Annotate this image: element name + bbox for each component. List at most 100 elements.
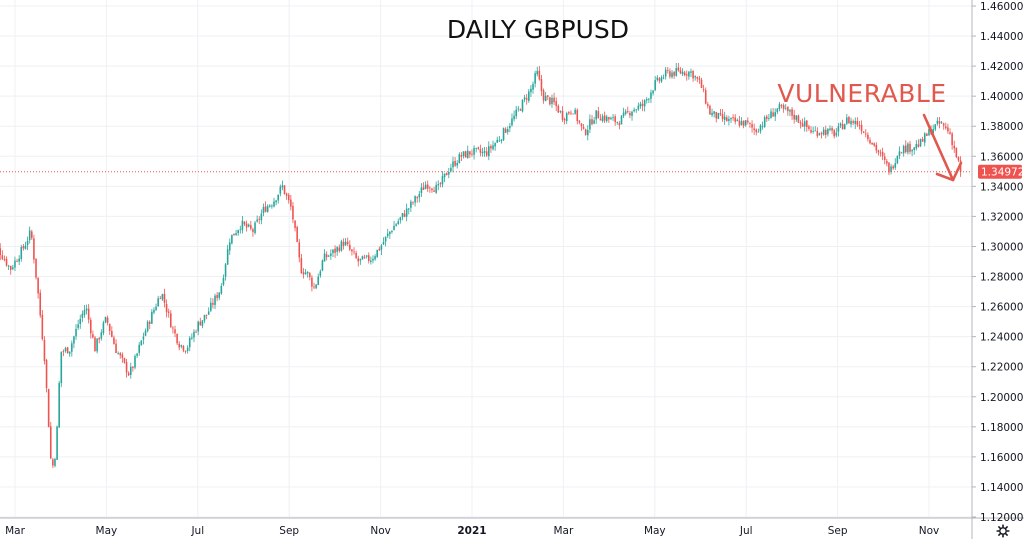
candle-body — [694, 76, 696, 78]
candle-body — [113, 337, 115, 345]
candle-body — [108, 323, 111, 332]
candle-body — [435, 185, 437, 193]
candle-body — [702, 89, 705, 90]
candle-body — [667, 70, 669, 71]
y-tick-label: 1.42000 — [980, 61, 1023, 73]
candle-body — [519, 109, 522, 111]
candle-body — [277, 194, 280, 201]
candle-body — [787, 106, 789, 112]
candles — [0, 62, 962, 469]
candle-body — [677, 67, 680, 71]
candle-body — [138, 344, 141, 353]
y-tick-label: 1.24000 — [980, 332, 1023, 344]
candle-body — [22, 246, 25, 249]
candle-body — [378, 248, 381, 251]
candle-body — [675, 68, 678, 76]
candle-body — [715, 112, 718, 119]
candle-body — [892, 166, 894, 169]
candle-body — [648, 98, 650, 100]
candle-body — [799, 122, 802, 124]
candle-body — [599, 118, 602, 121]
candle-body — [904, 145, 907, 153]
candle-body — [325, 254, 328, 258]
candle-body — [73, 336, 75, 344]
candle-body — [469, 151, 471, 155]
candle-body — [60, 351, 63, 384]
candle-body — [100, 332, 103, 339]
y-tick-label: 1.36000 — [980, 151, 1023, 163]
candle-body — [755, 129, 758, 133]
candle-body — [313, 286, 315, 288]
y-tick-label: 1.46000 — [980, 1, 1023, 13]
candle-body — [361, 256, 364, 260]
candle-body — [557, 105, 560, 113]
candle-body — [757, 131, 760, 133]
candle-body — [784, 107, 787, 109]
candle-body — [862, 131, 865, 133]
candle-body — [824, 129, 827, 135]
candle-body — [601, 116, 604, 122]
candle-body — [83, 310, 86, 315]
candle-body — [111, 330, 113, 337]
candle-body — [464, 151, 467, 158]
candle-body — [801, 123, 804, 127]
candle-body — [214, 295, 216, 305]
candle-body — [797, 115, 800, 123]
candle-body — [136, 353, 138, 356]
candle-body — [266, 206, 269, 212]
candle-body — [349, 244, 351, 250]
candle-body — [856, 120, 859, 125]
candle-body — [683, 72, 686, 76]
candle-body — [536, 70, 539, 75]
candle-body — [553, 97, 555, 103]
candle-body — [479, 149, 482, 153]
candle-body — [224, 264, 227, 277]
candle-body — [346, 241, 349, 244]
candle-body — [199, 321, 202, 326]
candle-body — [43, 339, 46, 361]
candle-body — [759, 125, 762, 132]
candle-body — [250, 225, 252, 229]
candle-body — [363, 257, 366, 259]
candle-body — [16, 261, 18, 263]
y-axis[interactable]: 1.46000 1.44000 1.42000 1.40000 1.38000 1.360… — [972, 1, 1023, 524]
candle-body — [1, 255, 4, 260]
candle-body — [372, 258, 374, 261]
candle-body — [803, 121, 806, 127]
candle-body — [228, 242, 231, 251]
candle-body — [515, 109, 517, 117]
candle-body — [658, 78, 661, 81]
candle-body — [418, 193, 421, 198]
candle-body — [907, 143, 909, 153]
candle-body — [808, 126, 810, 129]
grid — [0, 0, 972, 518]
y-tick-label: 1.34000 — [980, 181, 1023, 193]
candle-body — [68, 351, 71, 354]
candle-body — [315, 284, 317, 289]
candle-body — [148, 321, 151, 324]
candle-body — [163, 293, 166, 303]
candle-body — [216, 295, 218, 299]
y-tick-label: 1.12000 — [980, 512, 1023, 524]
candle-body — [397, 221, 400, 224]
candle-body — [877, 150, 880, 153]
candle-body — [212, 302, 214, 305]
x-tick-label: Nov — [370, 525, 391, 537]
candle-body — [268, 205, 271, 207]
candle-body — [612, 117, 614, 119]
candle-body — [308, 273, 311, 278]
candle-body — [530, 88, 532, 93]
x-axis[interactable]: Mar May Jul Sep Nov 2021 Mar May Jul Sep Nov — [5, 525, 939, 537]
candle-body — [753, 128, 755, 130]
candle-body — [167, 311, 170, 313]
candle-body — [391, 231, 393, 233]
candle-body — [886, 161, 888, 164]
candle-body — [210, 302, 212, 311]
candle-body — [370, 260, 372, 263]
candle-body — [568, 112, 570, 114]
candle-body — [395, 224, 397, 226]
settings-button[interactable] — [996, 524, 1010, 538]
candle-body — [12, 267, 14, 269]
candle-body — [711, 112, 713, 116]
